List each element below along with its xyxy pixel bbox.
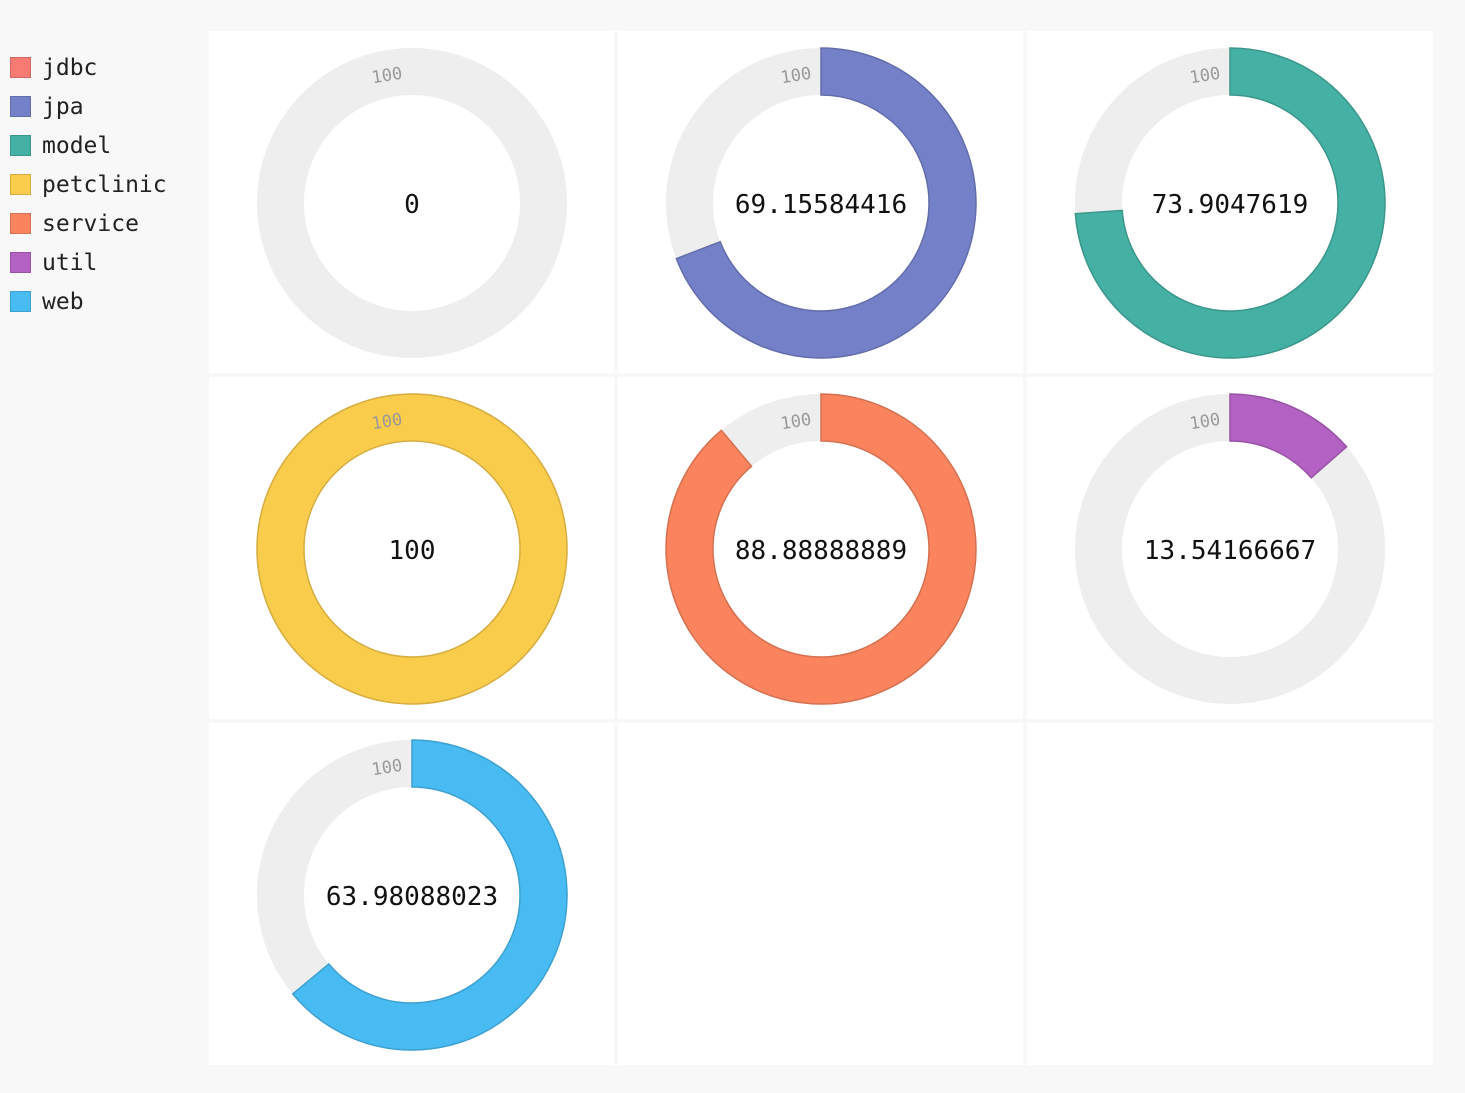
gauge-arc-web[interactable]: [291, 739, 568, 1051]
legend-swatch: [10, 57, 31, 78]
gauge-arc-petclinic[interactable]: [256, 393, 568, 705]
gauge-value-label: 13.54166667: [1144, 536, 1316, 566]
gauge-value-label: 73.9047619: [1152, 190, 1309, 220]
gauge-svg: 100 69.15584416: [665, 47, 977, 359]
legend-swatch: [10, 174, 31, 195]
legend-item-model[interactable]: model: [10, 126, 167, 165]
gauge-model[interactable]: 100 73.9047619: [1027, 31, 1433, 373]
empty-chart-cell: [1027, 723, 1433, 1065]
gauge-petclinic[interactable]: 100 100: [209, 377, 614, 719]
legend-label: service: [42, 210, 139, 237]
gauge-arc-jpa[interactable]: [675, 47, 977, 359]
gauge-max-label: 100: [370, 756, 403, 781]
empty-chart-cell: [618, 723, 1023, 1065]
gauge-max-label: 100: [370, 410, 403, 435]
gauge-value-label: 0: [404, 190, 420, 220]
gauge-value-label: 69.15584416: [735, 190, 907, 220]
legend-swatch: [10, 291, 31, 312]
legend-label: model: [42, 132, 112, 159]
gauge-value-label: 88.88888889: [735, 536, 907, 566]
legend-swatch: [10, 135, 31, 156]
gauge-track: [256, 47, 568, 359]
gauge-service[interactable]: 100 88.88888889: [618, 377, 1023, 719]
gauge-max-label: 100: [1188, 64, 1221, 89]
gauge-svg: 100 0: [256, 47, 568, 359]
legend-item-jdbc[interactable]: jdbc: [10, 48, 167, 87]
gauge-max-label: 100: [370, 64, 403, 89]
gauge-svg: 100 100: [256, 393, 568, 705]
legend-label: jdbc: [42, 54, 98, 81]
legend-label: petclinic: [42, 171, 167, 198]
gauge-svg: 100 63.98088023: [256, 739, 568, 1051]
gauge-svg: 100 88.88888889: [665, 393, 977, 705]
gauge-svg: 100 73.9047619: [1074, 47, 1386, 359]
legend-item-service[interactable]: service: [10, 204, 167, 243]
gauge-svg: 100 13.54166667: [1074, 393, 1386, 704]
gauge-arc-util[interactable]: [1229, 393, 1348, 479]
gauge-value-label: 100: [389, 536, 436, 566]
legend-label: jpa: [42, 93, 84, 120]
legend-swatch: [10, 213, 31, 234]
gauge-jdbc[interactable]: 100 0: [209, 31, 614, 373]
legend: jdbc jpa model petclinic service util web: [10, 48, 167, 321]
gauge-max-label: 100: [1188, 410, 1221, 435]
legend-item-jpa[interactable]: jpa: [10, 87, 167, 126]
legend-label: util: [42, 249, 98, 276]
gauge-arc-model[interactable]: [1074, 47, 1386, 359]
gauge-max-label: 100: [779, 410, 812, 435]
legend-swatch: [10, 252, 31, 273]
legend-swatch: [10, 96, 31, 117]
gauge-util[interactable]: 100 13.54166667: [1027, 377, 1433, 719]
gauge-max-label: 100: [779, 64, 812, 89]
gauge-web[interactable]: 100 63.98088023: [209, 723, 614, 1065]
gauge-arc-service[interactable]: [665, 393, 977, 705]
gauge-value-label: 63.98088023: [326, 882, 498, 912]
gauge-grid: 100 0 100 69.15584416 100 73.9047619 100 100 100…: [209, 31, 1433, 1065]
legend-item-util[interactable]: util: [10, 243, 167, 282]
legend-item-web[interactable]: web: [10, 282, 167, 321]
legend-label: web: [42, 288, 84, 315]
gauge-jpa[interactable]: 100 69.15584416: [618, 31, 1023, 373]
legend-item-petclinic[interactable]: petclinic: [10, 165, 167, 204]
